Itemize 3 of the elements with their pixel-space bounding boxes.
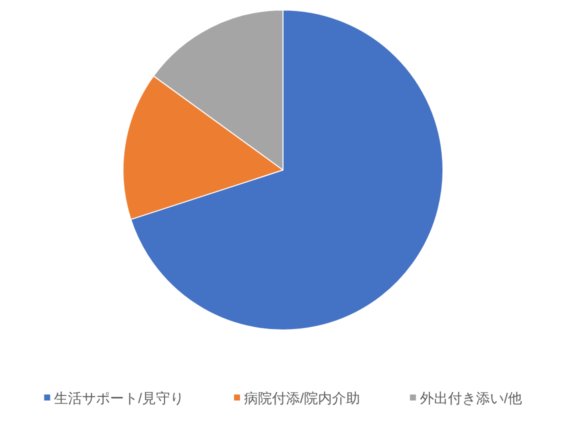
legend-label: 生活サポート/見守り [54, 390, 184, 406]
legend-label: 外出付き添い/他 [420, 390, 522, 406]
legend-label: 病院付添/院内介助 [244, 390, 360, 406]
